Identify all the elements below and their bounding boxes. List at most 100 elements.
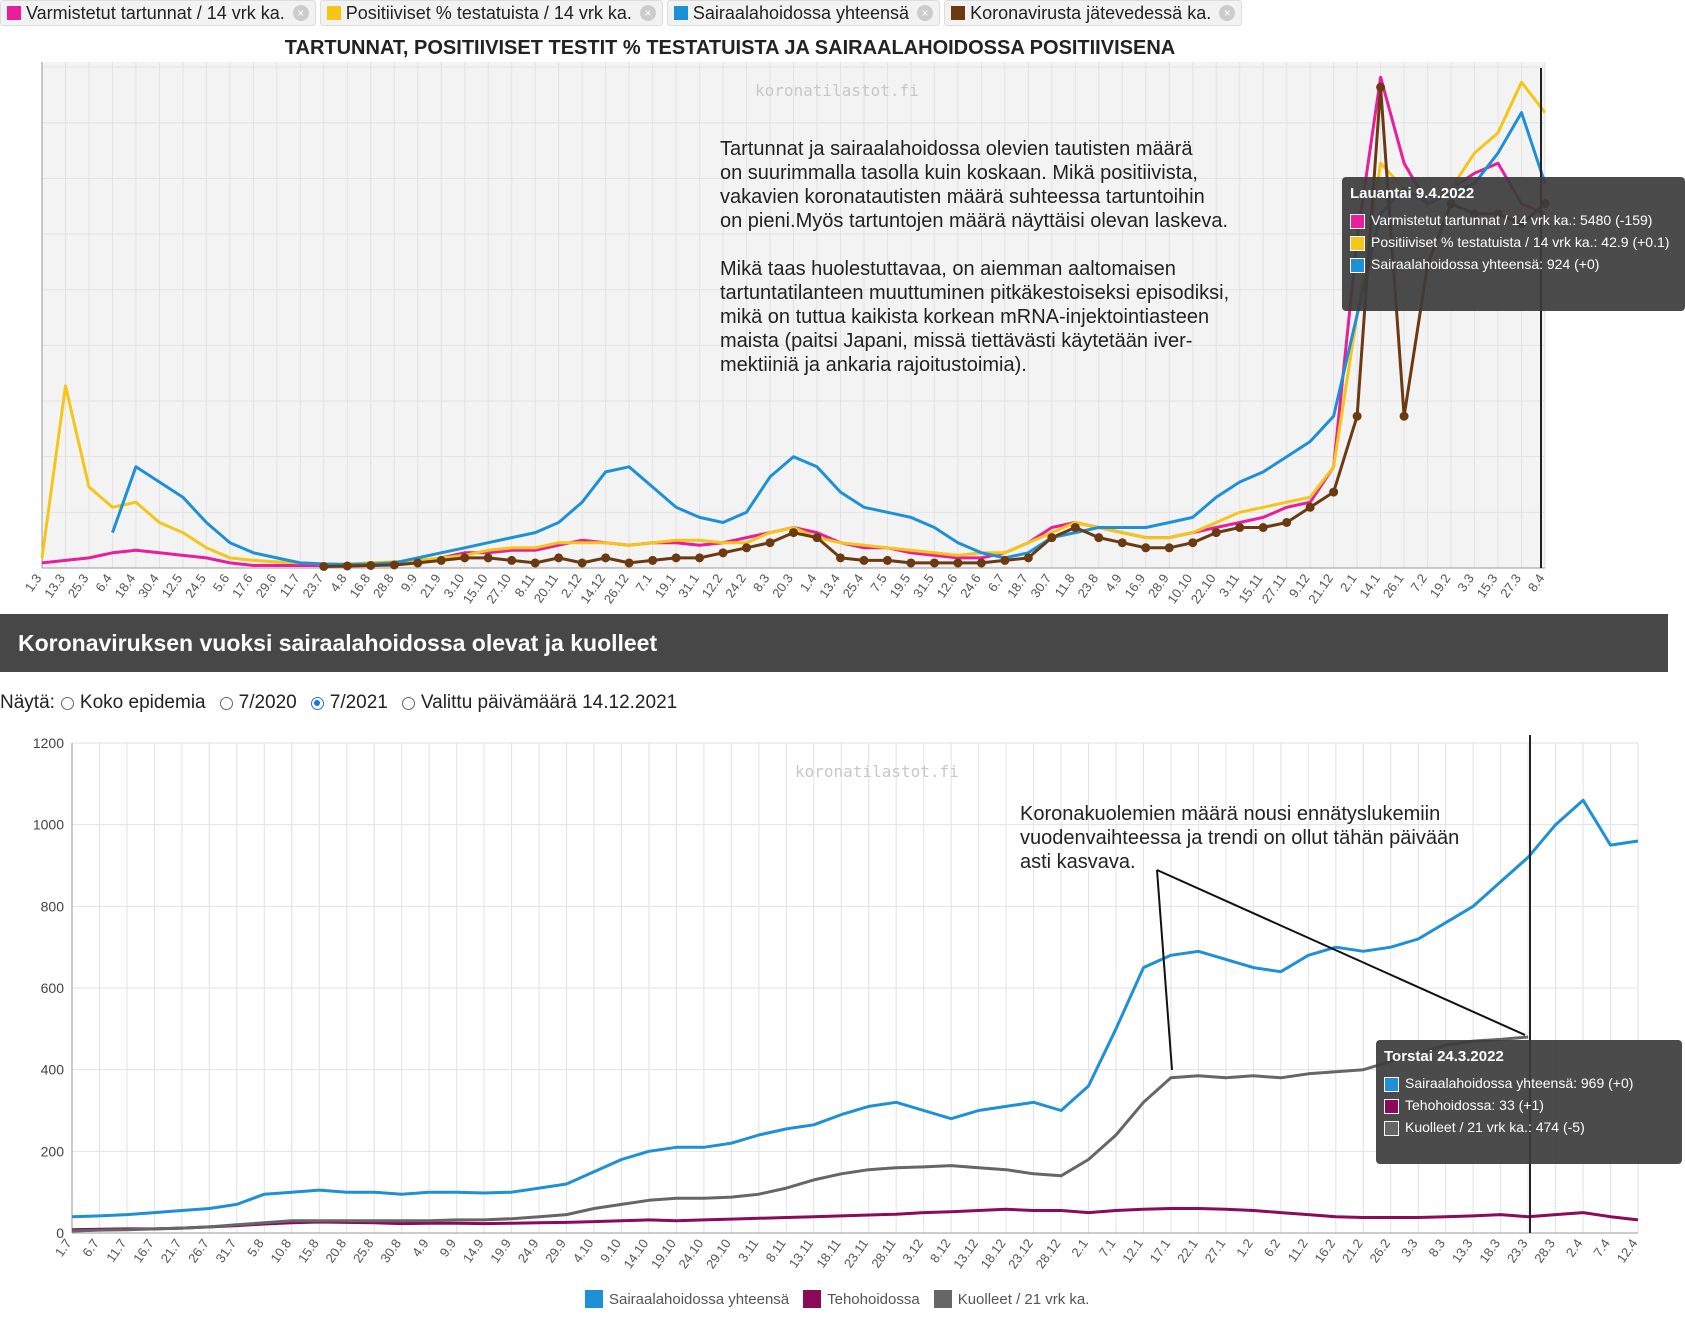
series-line bbox=[71, 798, 1639, 1219]
data-point bbox=[859, 555, 869, 565]
radio-button[interactable] bbox=[60, 696, 74, 710]
data-point bbox=[1282, 517, 1292, 527]
x-tick-label: 24.5 bbox=[182, 571, 209, 600]
tooltip-text: Kuolleet / 21 vrk ka.: 474 (-5) bbox=[1405, 1119, 1585, 1135]
x-tick-label: 23.11 bbox=[841, 1236, 871, 1270]
legend-swatch bbox=[803, 1290, 822, 1308]
watermark: koronatilastot.fi bbox=[795, 762, 959, 781]
x-tick-label: 27.1 bbox=[1202, 1236, 1229, 1265]
x-tick-label: 24.6 bbox=[957, 571, 984, 600]
data-point bbox=[1070, 523, 1080, 533]
radio-selected-date[interactable]: Valittu päivämäärä 14.12.2021 bbox=[401, 692, 677, 714]
x-tick-label: 24.9 bbox=[515, 1236, 542, 1265]
legend-item-hospitalized[interactable]: Sairaalahoidossa yhteensä bbox=[585, 1290, 789, 1308]
legend-item-icu[interactable]: Tehohoidossa bbox=[803, 1290, 920, 1308]
data-point bbox=[1000, 555, 1010, 565]
data-point bbox=[1305, 502, 1315, 512]
chart-title: TARTUNNAT, POSITIIVISET TESTIT % TESTATU… bbox=[285, 37, 1175, 59]
x-tick-label: 14.1 bbox=[1356, 571, 1383, 600]
x-tick-label: 20.3 bbox=[769, 571, 796, 600]
data-point bbox=[342, 561, 352, 571]
radio-7-2021[interactable]: 7/2021 bbox=[310, 692, 388, 714]
x-tick-label: 15.10 bbox=[460, 571, 491, 606]
x-tick-label: 13.4 bbox=[816, 571, 843, 600]
x-tick-label: 26.12 bbox=[601, 571, 632, 606]
x-tick-label: 3.3 bbox=[1398, 1236, 1421, 1259]
tooltip-swatch bbox=[1384, 1077, 1399, 1092]
close-icon[interactable]: × bbox=[292, 5, 309, 21]
tooltip-swatch bbox=[1384, 1099, 1399, 1114]
x-tick-label: 10.10 bbox=[1164, 571, 1195, 606]
close-icon[interactable]: × bbox=[639, 5, 656, 21]
x-tick-label: 14.10 bbox=[620, 1236, 651, 1271]
tooltip-text: Positiiviset % testatuista / 14 vrk ka.:… bbox=[1371, 234, 1670, 250]
x-tick-label: 8.4 bbox=[1525, 571, 1548, 594]
x-tick-label: 15.3 bbox=[1474, 571, 1501, 600]
tooltip-row: Kuolleet / 21 vrk ka.: 474 (-5) bbox=[1384, 1119, 1674, 1136]
data-point bbox=[436, 555, 446, 565]
data-point bbox=[530, 558, 540, 568]
data-point bbox=[929, 558, 939, 568]
data-point bbox=[483, 553, 493, 563]
y-tick-label: 800 bbox=[41, 898, 65, 914]
tooltip-row: Positiiviset % testatuista / 14 vrk ka.:… bbox=[1350, 234, 1677, 251]
annotation-arrow bbox=[1156, 869, 1526, 1036]
x-tick-label: 23.12 bbox=[1005, 1236, 1036, 1271]
legend-chip-positive-percent[interactable]: Positiiviset % testatuista / 14 vrk ka. × bbox=[319, 0, 663, 26]
x-tick-label: 12.4 bbox=[1614, 1236, 1641, 1265]
x-tick-label: 8.3 bbox=[1425, 1236, 1448, 1259]
x-tick-label: 25.3 bbox=[65, 571, 92, 600]
radio-label: 7/2021 bbox=[329, 692, 388, 713]
watermark: koronatilastot.fi bbox=[755, 81, 919, 100]
x-tick-label: 30.7 bbox=[1027, 571, 1054, 600]
y-tick-label: 1200 bbox=[33, 735, 64, 751]
x-tick-label: 27.3 bbox=[1497, 571, 1524, 600]
data-point bbox=[577, 558, 587, 568]
x-tick-label: 6.7 bbox=[79, 1236, 102, 1259]
chart2-legend: Sairaalahoidossa yhteensä Tehohoidossa K… bbox=[585, 1290, 1089, 1308]
tooltip-row: Tehohoidossa: 33 (+1) bbox=[1384, 1097, 1674, 1114]
x-tick-label: 28.8 bbox=[370, 571, 397, 600]
x-tick-label: 21.9 bbox=[417, 571, 444, 600]
data-point bbox=[1399, 411, 1409, 421]
x-tick-label: 24.10 bbox=[675, 1236, 706, 1271]
x-tick-label: 1.2 bbox=[1233, 1236, 1256, 1259]
data-point bbox=[554, 553, 564, 563]
annotation-arrow bbox=[1156, 869, 1173, 1071]
radio-7-2020[interactable]: 7/2020 bbox=[219, 692, 297, 714]
legend-item-deaths[interactable]: Kuolleet / 21 vrk ka. bbox=[933, 1290, 1089, 1308]
x-tick-label: 13.12 bbox=[950, 1236, 981, 1271]
chart1-annotation: Tartunnat ja sairaalahoidossa olevien ta… bbox=[720, 138, 1230, 376]
radio-koko-epidemia[interactable]: Koko epidemia bbox=[60, 692, 206, 714]
x-tick-label: 20.8 bbox=[322, 1236, 349, 1265]
x-tick-label: 22.10 bbox=[1188, 571, 1219, 606]
x-tick-label: 26.2 bbox=[1366, 1236, 1393, 1265]
data-point bbox=[1188, 538, 1198, 548]
x-tick-label: 12.1 bbox=[1119, 1236, 1146, 1265]
x-tick-label: 19.5 bbox=[887, 571, 914, 600]
legend-chip-confirmed-cases[interactable]: Varmistetut tartunnat / 14 vrk ka. × bbox=[0, 0, 316, 26]
x-tick-label: 16.9 bbox=[1121, 571, 1148, 600]
legend-chip-wastewater[interactable]: Koronavirusta jätevedessä ka. × bbox=[944, 0, 1243, 26]
x-tick-label: 21.2 bbox=[1339, 1236, 1366, 1265]
data-point bbox=[976, 558, 986, 568]
data-point bbox=[366, 560, 376, 570]
x-tick-label: 25.4 bbox=[840, 571, 867, 600]
data-point bbox=[1352, 411, 1362, 421]
radio-button[interactable] bbox=[401, 696, 415, 710]
data-point bbox=[319, 561, 329, 571]
data-point bbox=[718, 548, 728, 558]
infections-chart[interactable]: TARTUNNAT, POSITIIVISET TESTIT % TESTATU… bbox=[0, 26, 1685, 616]
x-tick-label: 11.2 bbox=[1285, 1236, 1311, 1265]
radio-button[interactable] bbox=[219, 696, 233, 710]
x-tick-label: 21.12 bbox=[1305, 571, 1336, 606]
radio-button[interactable] bbox=[310, 696, 324, 710]
x-tick-label: 18.3 bbox=[1476, 1236, 1503, 1265]
tooltip-swatch bbox=[1384, 1121, 1399, 1136]
close-icon[interactable]: × bbox=[1219, 5, 1236, 21]
x-tick-label: 13.3 bbox=[41, 571, 68, 600]
data-point bbox=[1023, 553, 1033, 563]
close-icon[interactable]: × bbox=[917, 5, 934, 21]
legend-chip-hospitalized[interactable]: Sairaalahoidossa yhteensä × bbox=[666, 0, 941, 26]
